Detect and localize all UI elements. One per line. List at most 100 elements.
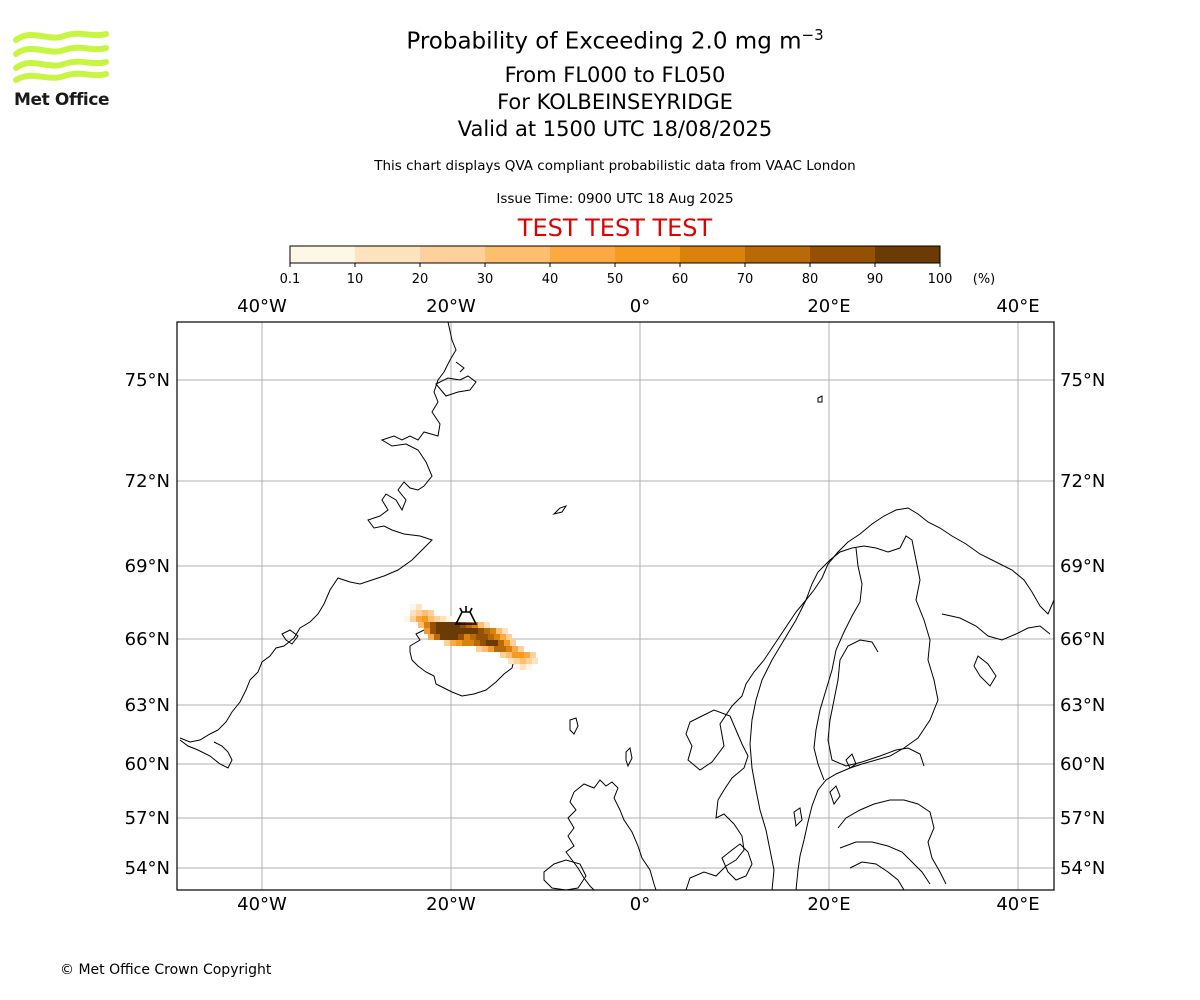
colorbar-swatch	[290, 246, 355, 263]
longitude-label: 20°E	[807, 296, 850, 317]
plume-cell	[468, 640, 474, 646]
plume-cell	[456, 640, 462, 646]
latitude-label: 72°N	[1060, 471, 1105, 492]
probability-plume	[404, 604, 538, 670]
subtitle: This chart displays QVA compliant probab…	[374, 158, 856, 174]
colorbar-tick-label: 50	[607, 272, 624, 287]
plume-cell	[440, 634, 446, 640]
colorbar-swatch	[420, 246, 485, 263]
latitude-label: 60°N	[1060, 754, 1105, 775]
latitude-label: 72°N	[125, 471, 170, 492]
latitude-label: 66°N	[125, 629, 170, 650]
plume-cell	[462, 640, 468, 646]
issue-time: Issue Time: 0900 UTC 18 Aug 2025	[496, 191, 734, 207]
latitude-label: 57°N	[1060, 808, 1105, 829]
plume-cell	[448, 622, 454, 628]
latitude-label: 69°N	[1060, 556, 1105, 577]
plume-cell	[512, 646, 518, 652]
greenland-coast	[179, 322, 457, 743]
title-text: Probability of Exceeding 2.0 mg m	[406, 28, 802, 55]
colorbar-unit-label: (%)	[973, 272, 996, 287]
plume-cell	[504, 640, 510, 646]
latitude-label: 69°N	[125, 556, 170, 577]
latitude-label: 57°N	[125, 808, 170, 829]
plume-cell	[416, 604, 422, 610]
plume-cell	[506, 634, 512, 640]
plume-cell	[480, 640, 486, 646]
latitude-label: 75°N	[125, 370, 170, 391]
plume-cell	[478, 628, 484, 634]
colorbar-swatch	[745, 246, 810, 263]
colorbar-swatch	[810, 246, 875, 263]
country-borders	[749, 545, 901, 890]
plume-cell	[486, 640, 492, 646]
plume-cell	[452, 634, 458, 640]
plume-cell	[428, 610, 434, 616]
plume-cell	[424, 628, 430, 634]
map-frame	[176, 321, 1055, 891]
plume-cell	[440, 616, 446, 622]
title-superscript: −3	[801, 26, 824, 44]
plume-cell	[422, 616, 428, 622]
plume-cell	[450, 640, 456, 646]
bjornoya	[817, 395, 823, 403]
plume-cell	[454, 622, 460, 628]
plume-cell	[482, 634, 488, 640]
plume-cell	[446, 616, 452, 622]
plume-cell	[500, 652, 506, 658]
colorbar-swatch	[355, 246, 420, 263]
longitude-label: 20°W	[426, 894, 476, 915]
plume-cell	[508, 658, 514, 664]
copyright-notice: © Met Office Crown Copyright	[60, 962, 272, 978]
plume-cell	[464, 634, 470, 640]
plume-cell	[418, 622, 424, 628]
plume-cell	[422, 610, 428, 616]
longitude-label: 40°E	[996, 296, 1039, 317]
latitude-label: 63°N	[125, 695, 170, 716]
plume-cell	[500, 634, 506, 640]
colorbar-swatch	[485, 246, 550, 263]
colorbar-tick-label: 70	[737, 272, 754, 287]
longitude-label: 40°W	[237, 894, 287, 915]
plume-cell	[532, 658, 538, 664]
logo-waves-icon	[13, 30, 109, 83]
volcano-icon	[454, 606, 478, 625]
plume-cell	[466, 628, 472, 634]
plume-cell	[526, 658, 532, 664]
shetland	[625, 746, 633, 768]
plume-cell	[526, 664, 532, 670]
latitude-label: 66°N	[1060, 629, 1105, 650]
test-banner: TEST TEST TEST	[517, 214, 713, 242]
plume-cell	[484, 622, 490, 628]
plume-cell	[496, 628, 502, 634]
plume-cell	[506, 646, 512, 652]
plume-cell	[520, 658, 526, 664]
colorbar-labels: 0.1 10 20 30 40 50 60 70 80 90 100	[280, 263, 952, 287]
latitude-label: 54°N	[125, 858, 170, 879]
plume-cell	[494, 634, 500, 640]
colorbar-swatch	[615, 246, 680, 263]
chart-title: Probability of Exceeding 2.0 mg m−3	[0, 26, 1200, 55]
plume-cell	[460, 628, 466, 634]
flight-level-range: From FL000 to FL050	[504, 63, 726, 87]
faroe-islands	[569, 717, 579, 735]
colorbar-tick-label: 40	[542, 272, 559, 287]
plume-cell	[476, 634, 482, 640]
plume-cell	[510, 640, 516, 646]
plume-cell	[492, 640, 498, 646]
plume-cell	[404, 616, 410, 622]
plume-cell	[474, 640, 480, 646]
coastlines	[179, 322, 1054, 890]
colorbar-swatch	[875, 246, 940, 263]
plume-cell	[434, 616, 440, 622]
met-office-logo: Met Office	[12, 28, 112, 118]
plume-cell	[530, 652, 536, 658]
colorbar-swatch	[680, 246, 745, 263]
plume-cell	[514, 664, 520, 670]
latitude-label: 75°N	[1060, 370, 1105, 391]
plume-cell	[436, 622, 442, 628]
colorbar-tick-label: 20	[412, 272, 429, 287]
plume-cell	[458, 634, 464, 640]
plume-cell	[448, 628, 454, 634]
